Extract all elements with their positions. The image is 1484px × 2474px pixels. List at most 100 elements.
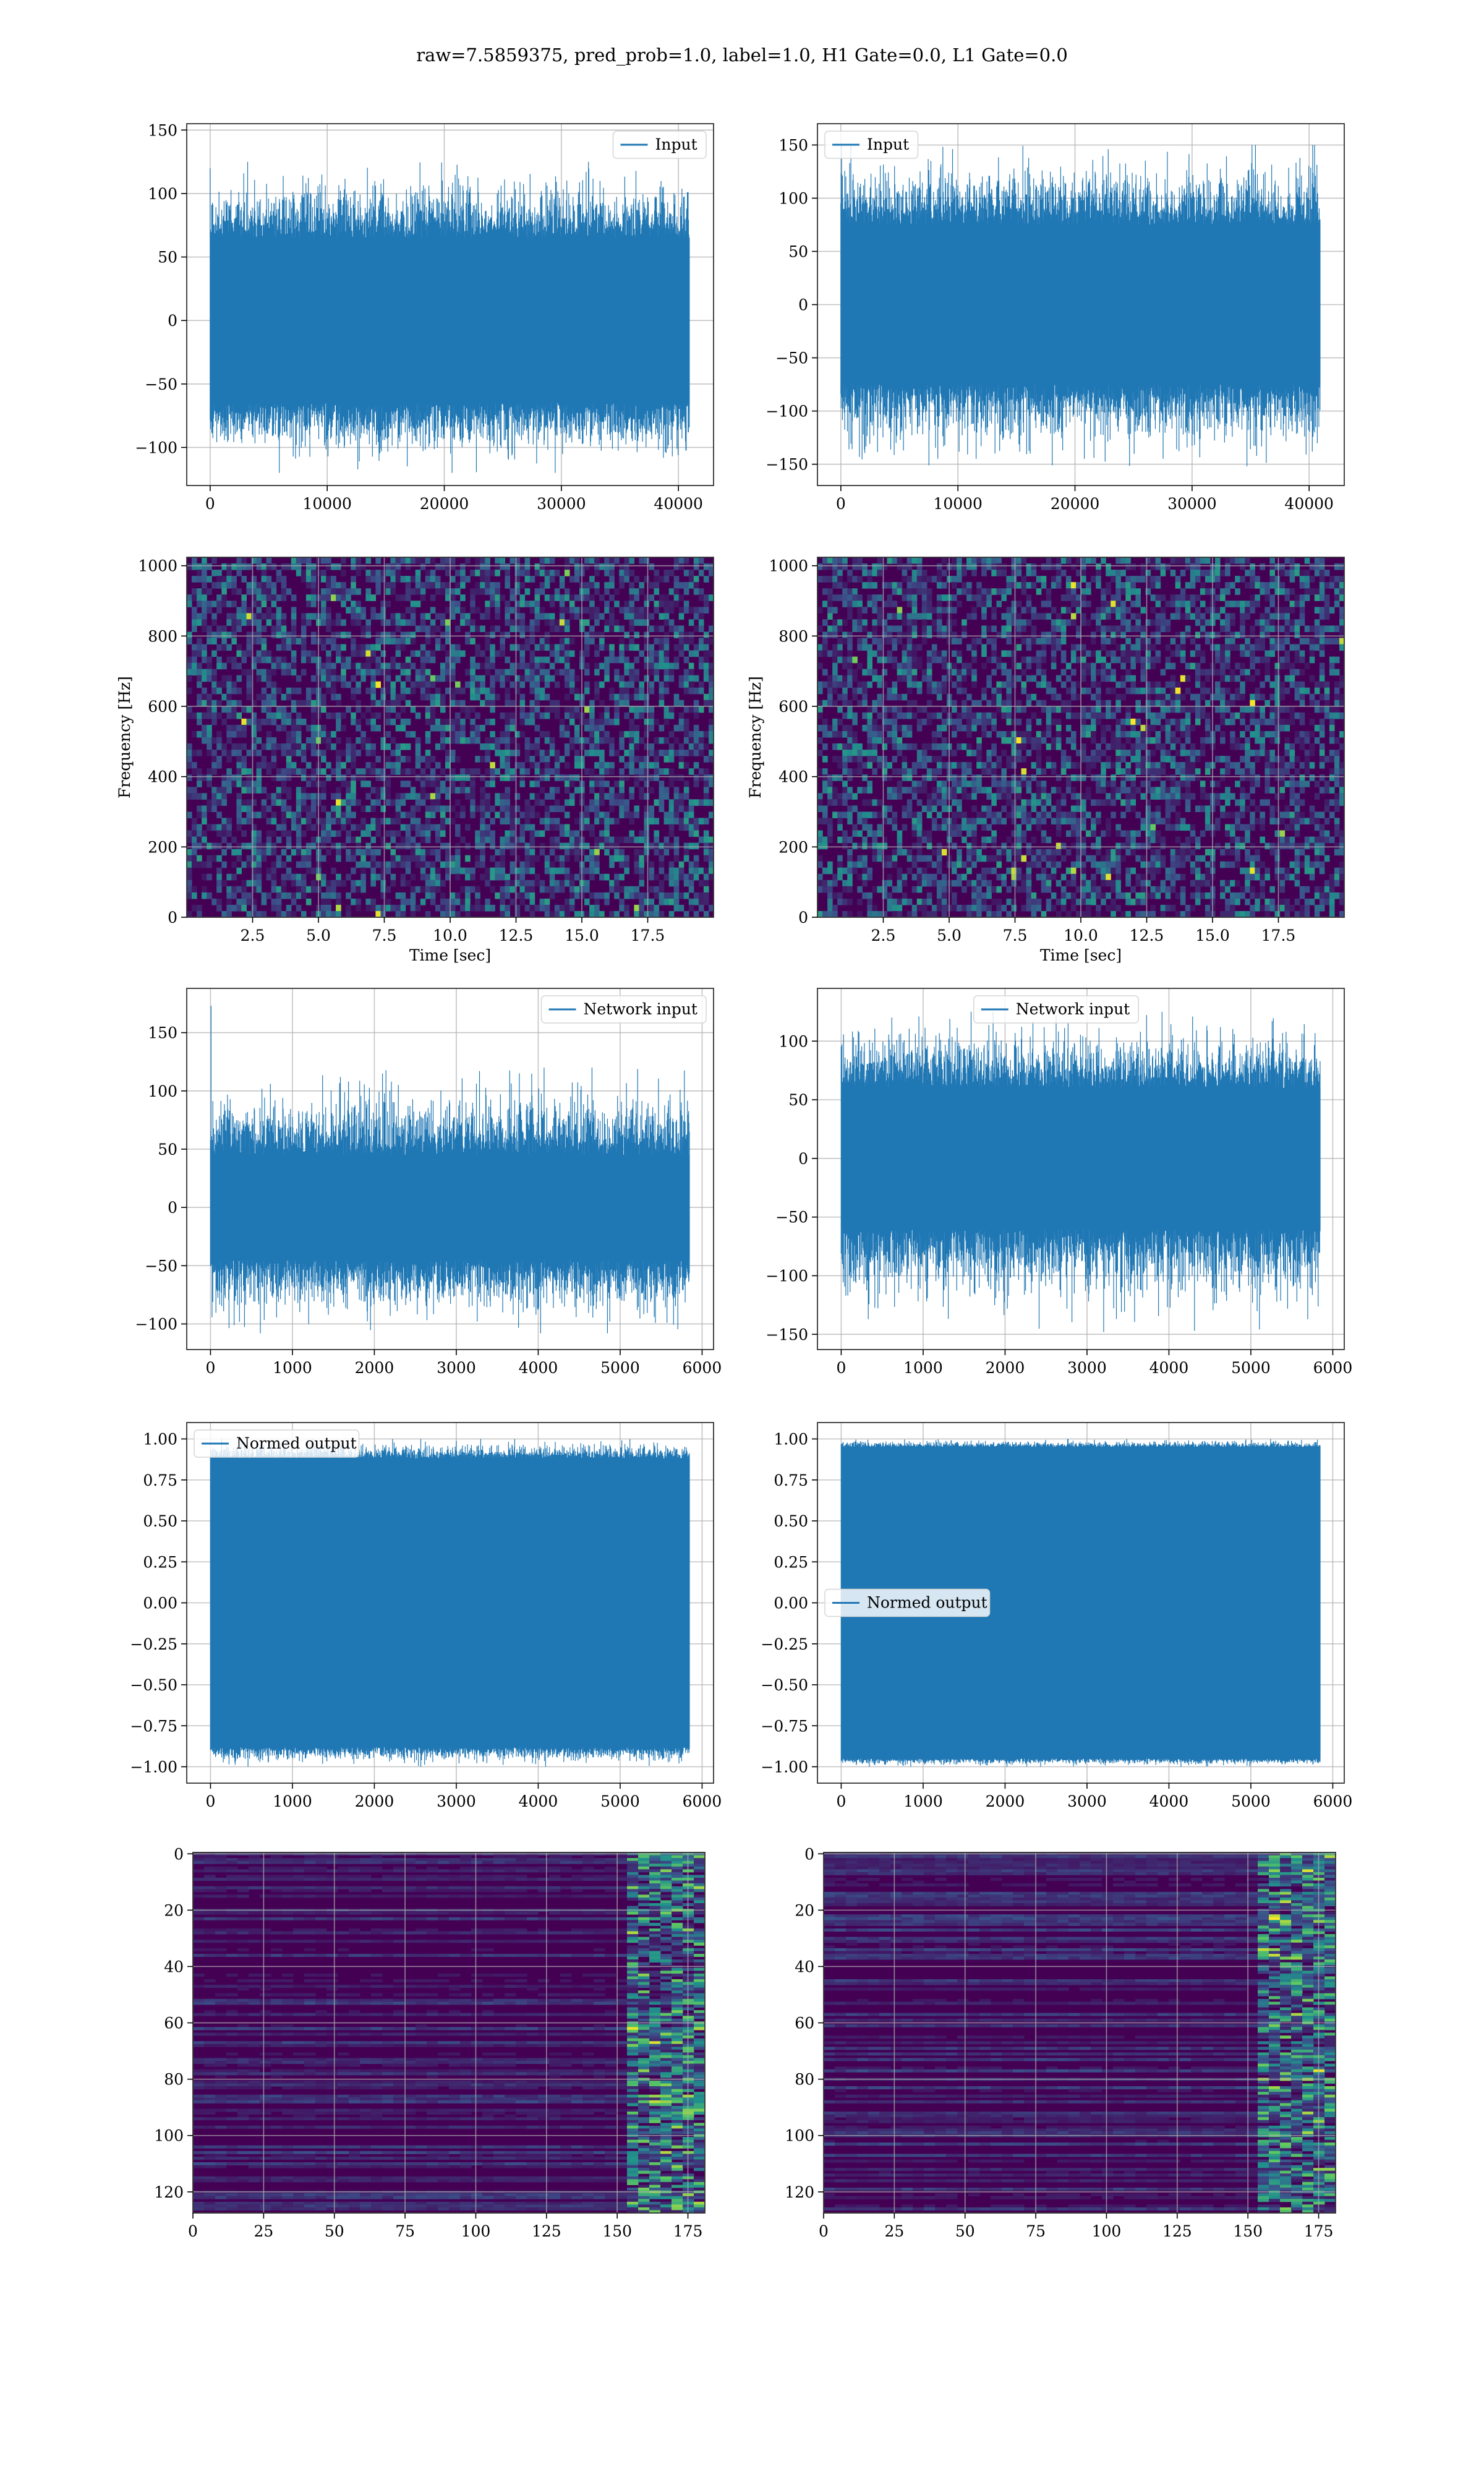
heatmap-cell xyxy=(485,718,490,726)
heatmap-cell xyxy=(1279,644,1286,651)
heatmap-cell xyxy=(709,687,714,695)
heatmap-cell xyxy=(614,886,620,893)
heatmap-cell xyxy=(445,582,451,589)
heatmap-cell xyxy=(1170,613,1176,620)
heatmap-cell xyxy=(221,781,227,787)
heatmap-cell xyxy=(336,594,341,601)
heatmap-cell xyxy=(514,625,521,632)
heatmap-cell xyxy=(817,563,823,570)
heatmap-cell xyxy=(1006,631,1012,638)
heatmap-cell xyxy=(693,557,699,564)
heatmap-cell xyxy=(236,898,242,905)
heatmap-cell xyxy=(539,904,545,912)
heatmap-cell xyxy=(524,718,531,726)
heatmap-cell xyxy=(221,836,227,844)
heatmap-cell xyxy=(911,601,918,607)
heatmap-cell xyxy=(266,588,272,595)
heatmap-cell xyxy=(539,669,545,676)
heatmap-cell xyxy=(1145,588,1151,595)
heatmap-cell xyxy=(241,886,247,893)
heatmap-cell xyxy=(604,557,610,564)
heatmap-cell xyxy=(519,886,526,893)
heatmap-cell xyxy=(1279,662,1286,670)
heatmap-cell xyxy=(405,588,411,595)
heatmap-cell xyxy=(822,644,828,651)
heatmap-cell xyxy=(370,656,376,664)
heatmap-cell xyxy=(916,582,923,589)
heatmap-cell xyxy=(1190,557,1196,564)
heatmap-cell xyxy=(683,706,689,713)
heatmap-cell xyxy=(609,594,615,601)
heatmap-cell xyxy=(544,631,550,638)
heatmap-cell xyxy=(847,656,853,664)
heatmap-cell xyxy=(1076,570,1081,576)
heatmap-cell xyxy=(187,656,192,664)
heatmap-cell xyxy=(410,601,416,607)
heatmap-cell xyxy=(832,557,838,564)
heatmap-cell xyxy=(673,737,680,744)
heatmap-cell xyxy=(544,582,550,589)
heatmap-cell xyxy=(703,867,709,875)
heatmap-cell xyxy=(231,662,237,670)
heatmap-cell xyxy=(1215,594,1221,601)
heatmap-cell xyxy=(480,904,485,912)
heatmap-cell xyxy=(480,830,485,837)
heatmap-cell xyxy=(410,681,416,688)
heatmap-cell xyxy=(534,675,540,682)
heatmap-cell xyxy=(1230,644,1235,651)
heatmap-cell xyxy=(440,662,446,670)
heatmap-cell xyxy=(271,886,277,893)
heatmap-cell xyxy=(1016,662,1022,670)
heatmap-cell xyxy=(266,712,272,719)
heatmap-cell xyxy=(1240,681,1245,688)
heatmap-cell xyxy=(1106,582,1111,589)
heatmap-cell xyxy=(405,867,411,875)
heatmap-cell xyxy=(514,557,521,564)
heatmap-cell xyxy=(425,880,431,887)
heatmap-cell xyxy=(514,687,521,695)
heatmap-cell xyxy=(554,904,560,912)
heatmap-cell xyxy=(524,601,531,607)
heatmap-cell xyxy=(420,799,426,806)
heatmap-cell xyxy=(1041,644,1047,651)
heatmap-cell xyxy=(1125,650,1131,657)
heatmap-cell xyxy=(356,681,361,688)
heatmap-cell xyxy=(619,787,625,794)
heatmap-cell xyxy=(673,793,680,800)
heatmap-cell xyxy=(271,712,277,719)
heatmap-cell xyxy=(644,700,650,707)
heatmap-cell xyxy=(1091,613,1096,620)
heatmap-cell xyxy=(564,570,570,576)
heatmap-cell xyxy=(291,768,297,775)
heatmap-cell xyxy=(236,650,242,657)
heatmap-cell xyxy=(365,861,371,868)
heatmap-cell xyxy=(221,662,227,670)
heatmap-cell xyxy=(425,756,431,763)
heatmap-cell xyxy=(564,588,570,595)
heatmap-cell xyxy=(395,724,401,732)
heatmap-cell xyxy=(1106,613,1111,620)
heatmap-cell xyxy=(395,712,401,719)
heatmap-cell xyxy=(678,607,684,614)
heatmap-cell xyxy=(216,681,222,688)
heatmap-cell xyxy=(326,830,331,837)
heatmap-cell xyxy=(400,631,406,638)
heatmap-cell xyxy=(957,588,962,595)
heatmap-cell xyxy=(405,781,411,787)
heatmap-cell xyxy=(455,824,461,831)
heatmap-cell xyxy=(211,805,217,812)
heatmap-cell xyxy=(659,849,665,856)
heatmap-cell xyxy=(599,750,605,756)
heatmap-cell xyxy=(569,718,575,726)
heatmap-cell xyxy=(639,607,644,614)
heatmap-cell xyxy=(549,662,555,670)
heatmap-cell xyxy=(1205,570,1211,576)
heatmap-cell xyxy=(1260,681,1265,688)
heatmap-cell xyxy=(569,842,575,850)
heatmap-cell xyxy=(192,607,197,614)
heatmap-cell xyxy=(624,576,629,583)
heatmap-cell xyxy=(455,867,461,875)
heatmap-cell xyxy=(370,836,376,844)
heatmap-cell xyxy=(887,638,893,644)
heatmap-cell xyxy=(425,849,431,856)
